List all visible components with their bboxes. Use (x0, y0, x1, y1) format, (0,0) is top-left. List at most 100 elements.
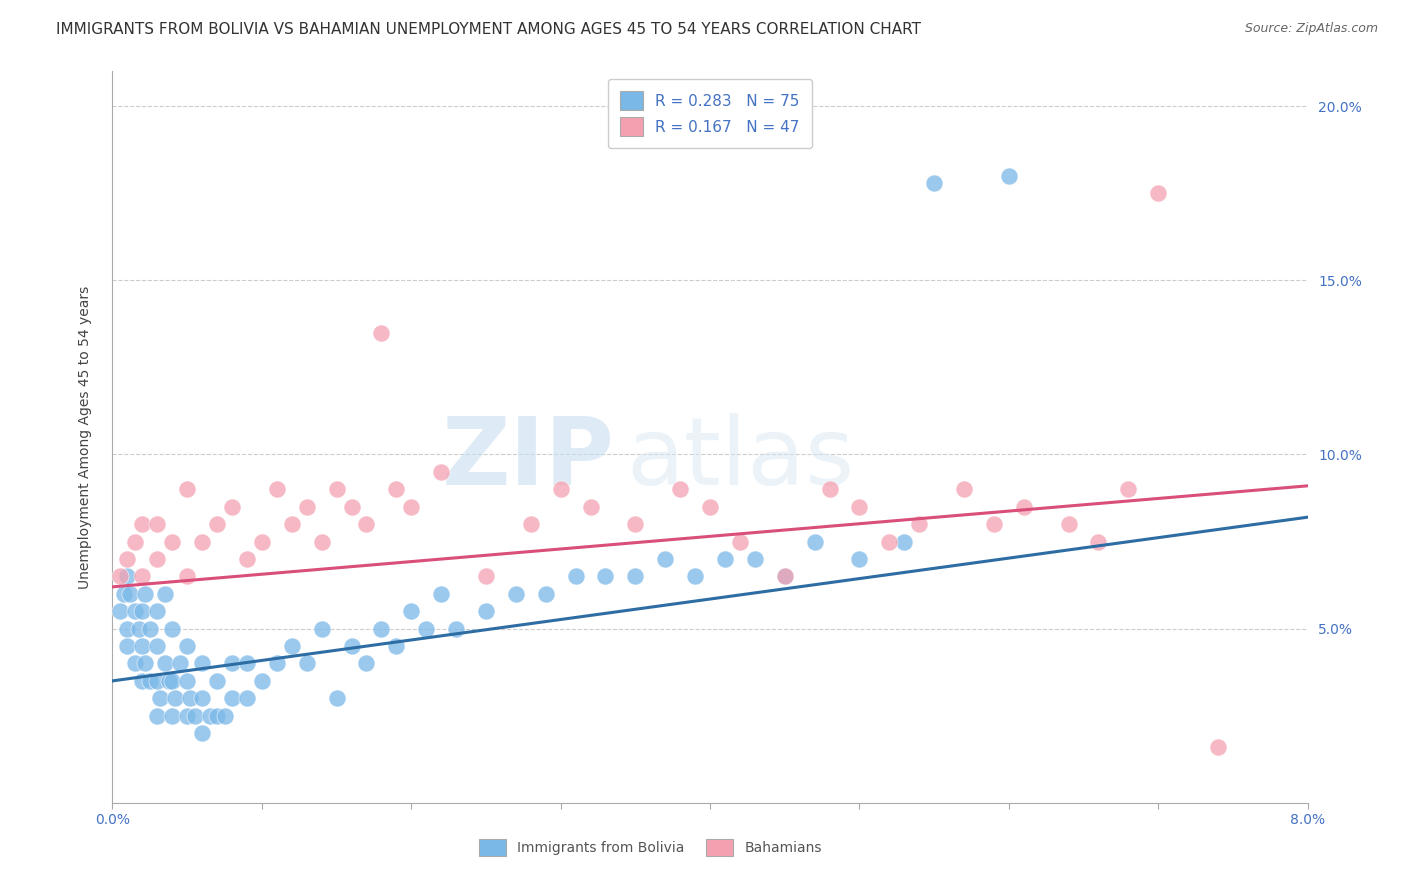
Text: IMMIGRANTS FROM BOLIVIA VS BAHAMIAN UNEMPLOYMENT AMONG AGES 45 TO 54 YEARS CORRE: IMMIGRANTS FROM BOLIVIA VS BAHAMIAN UNEM… (56, 22, 921, 37)
Point (120, 587, 142, 601)
Point (139, 673, 162, 688)
Point (266, 483, 288, 497)
Point (149, 691, 172, 706)
Point (385, 639, 408, 653)
Point (153, 587, 176, 601)
Point (325, 691, 347, 706)
Point (183, 708, 205, 723)
Point (579, 500, 602, 514)
Point (146, 604, 169, 618)
Point (162, 534, 183, 549)
Point (114, 587, 135, 601)
Text: Source: ZipAtlas.com: Source: ZipAtlas.com (1244, 22, 1378, 36)
Point (176, 569, 198, 583)
Point (198, 708, 221, 723)
Point (146, 552, 169, 566)
Point (415, 622, 437, 636)
Point (266, 657, 288, 671)
Point (153, 657, 176, 671)
Point (550, 483, 572, 497)
Point (281, 639, 304, 653)
Point (124, 657, 146, 671)
Point (131, 604, 153, 618)
Point (340, 500, 363, 514)
Point (385, 483, 408, 497)
Point (1206, 740, 1229, 755)
Point (214, 708, 236, 723)
Point (117, 639, 139, 653)
Point (534, 587, 557, 601)
Point (624, 517, 647, 532)
Text: atlas: atlas (627, 413, 855, 505)
Point (128, 622, 150, 636)
Legend: Immigrants from Bolivia, Bahamians: Immigrants from Bolivia, Bahamians (472, 834, 828, 862)
Point (162, 673, 183, 688)
Point (311, 534, 333, 549)
Point (169, 657, 191, 671)
Point (922, 176, 945, 190)
Point (146, 673, 169, 688)
Point (953, 483, 976, 497)
Point (728, 534, 751, 549)
Point (683, 569, 706, 583)
Point (176, 673, 198, 688)
Point (848, 500, 870, 514)
Y-axis label: Unemployment Among Ages 45 to 54 years: Unemployment Among Ages 45 to 54 years (77, 285, 91, 589)
Point (131, 517, 153, 532)
Point (803, 534, 825, 549)
Point (205, 708, 228, 723)
Point (564, 569, 586, 583)
Point (654, 552, 676, 566)
Point (444, 622, 467, 636)
Point (520, 517, 543, 532)
Point (744, 552, 766, 566)
Point (356, 657, 378, 671)
Point (108, 604, 131, 618)
Point (1012, 500, 1035, 514)
Point (165, 691, 187, 706)
Point (356, 517, 378, 532)
Point (295, 657, 318, 671)
Point (131, 639, 153, 653)
Point (134, 587, 156, 601)
Point (179, 691, 201, 706)
Point (848, 552, 870, 566)
Point (236, 691, 259, 706)
Point (505, 587, 527, 601)
Point (699, 500, 721, 514)
Point (134, 657, 156, 671)
Point (250, 534, 273, 549)
Point (146, 639, 169, 653)
Point (1057, 517, 1080, 532)
Point (370, 326, 392, 340)
Point (281, 517, 304, 532)
Point (714, 552, 737, 566)
Point (139, 622, 162, 636)
Point (191, 657, 214, 671)
Point (998, 169, 1021, 183)
Point (401, 500, 423, 514)
Point (108, 569, 131, 583)
Point (475, 569, 498, 583)
Point (176, 639, 198, 653)
Point (124, 604, 146, 618)
Point (176, 708, 198, 723)
Point (430, 465, 453, 479)
Point (146, 708, 169, 723)
Point (221, 691, 243, 706)
Point (430, 587, 453, 601)
Point (595, 569, 617, 583)
Point (131, 673, 153, 688)
Point (117, 622, 139, 636)
Point (773, 569, 796, 583)
Point (893, 534, 915, 549)
Point (370, 622, 392, 636)
Point (221, 500, 243, 514)
Point (191, 691, 214, 706)
Point (162, 708, 183, 723)
Point (401, 604, 423, 618)
Point (1118, 483, 1140, 497)
Point (191, 726, 214, 740)
Point (236, 552, 259, 566)
Point (773, 569, 796, 583)
